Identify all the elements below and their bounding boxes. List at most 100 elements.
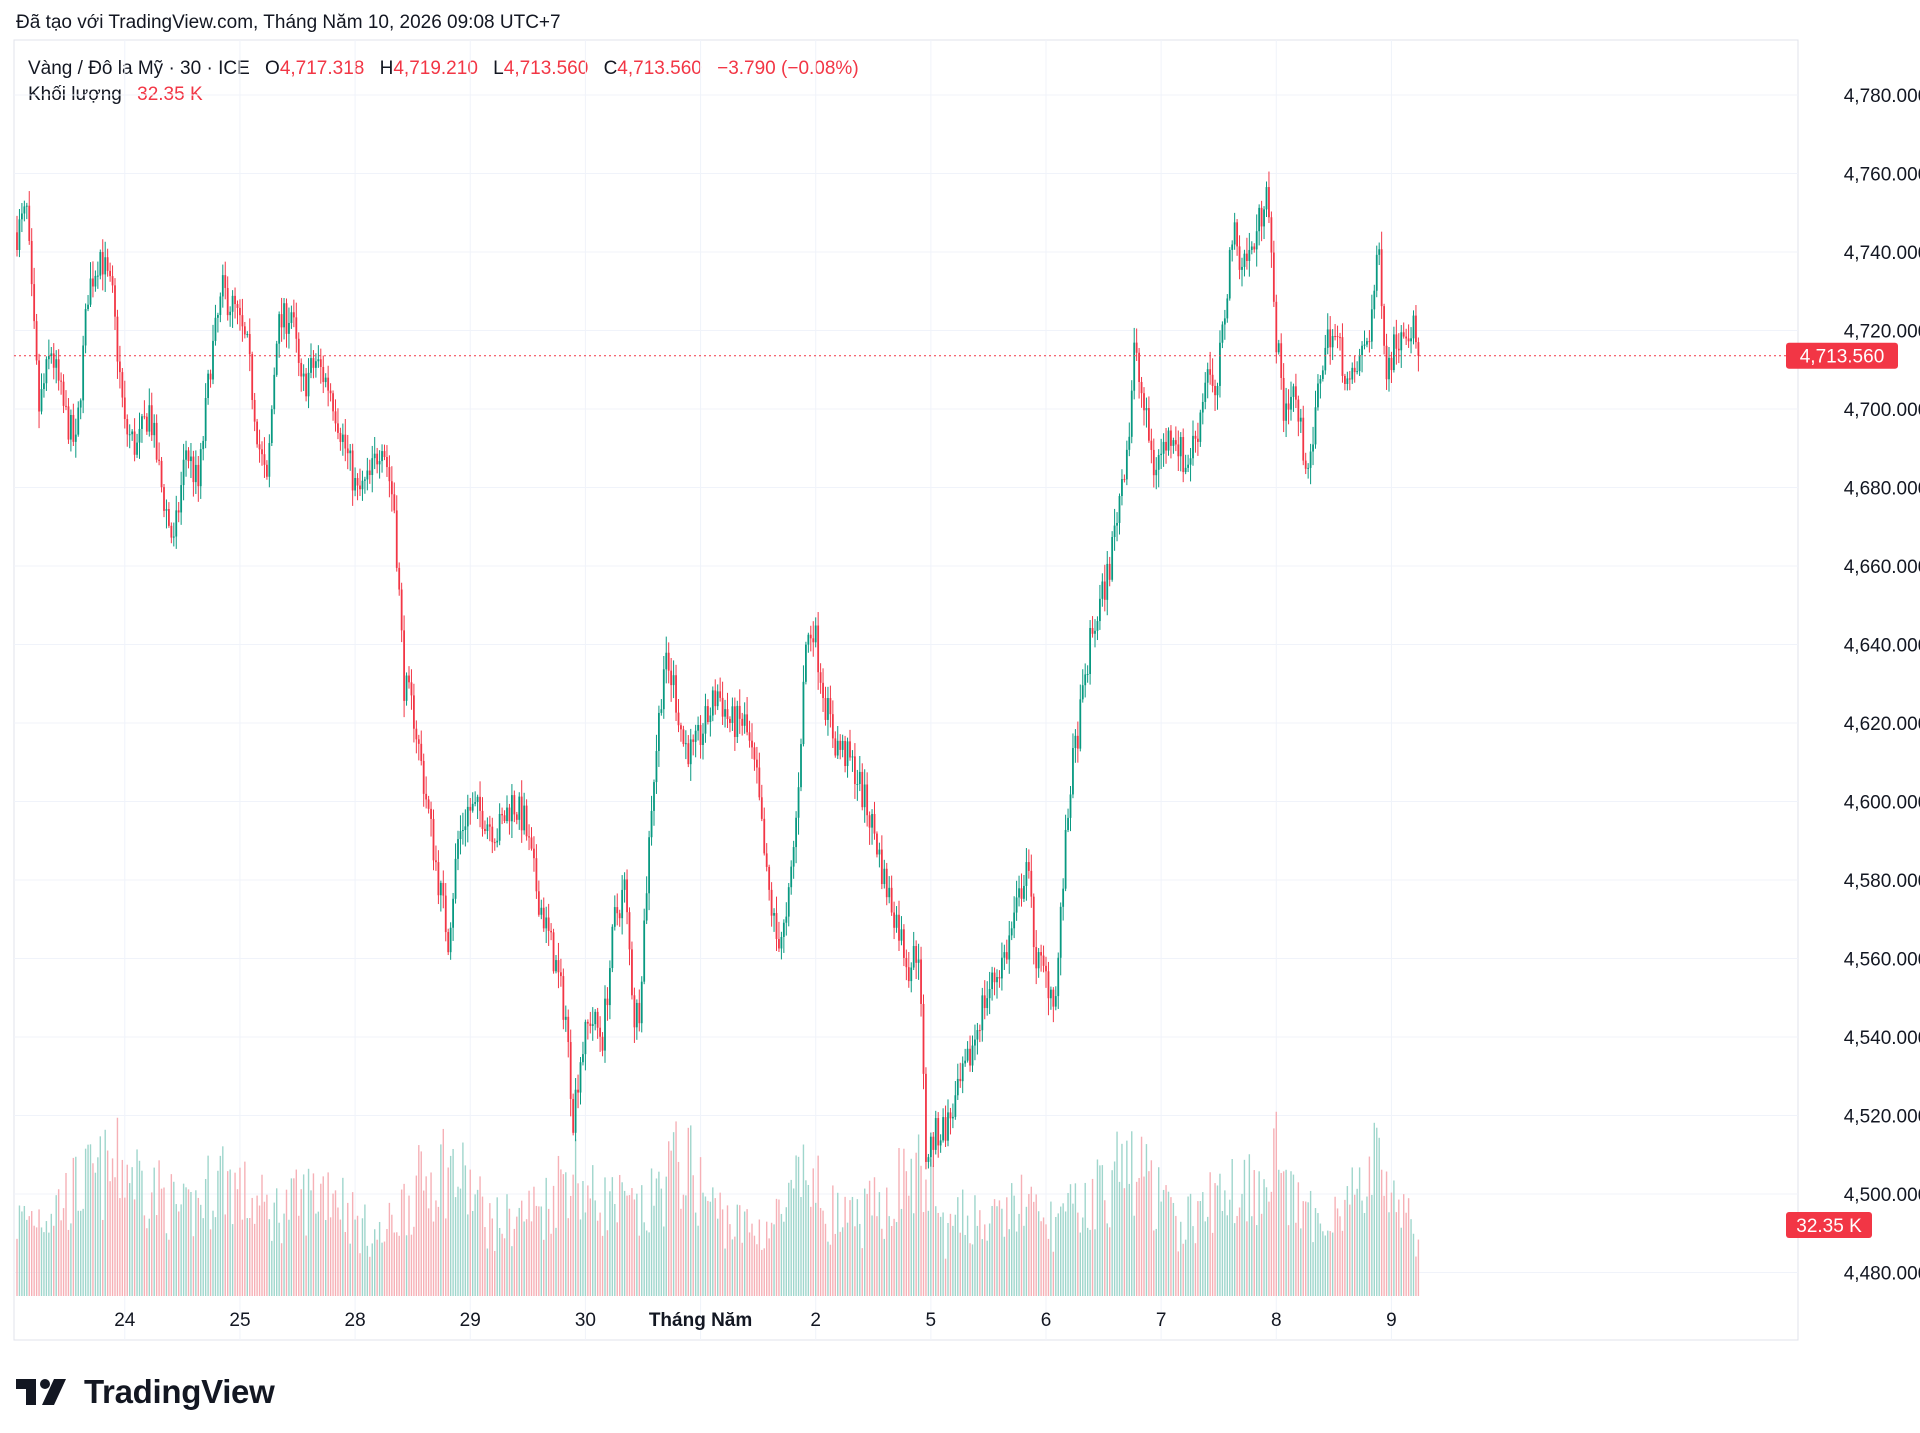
candle-body	[114, 285, 116, 317]
volume-bar	[391, 1214, 393, 1296]
candle-body	[917, 959, 920, 963]
candle-body	[1206, 369, 1209, 383]
volume-bar	[57, 1189, 60, 1296]
volume-bar	[1062, 1203, 1064, 1296]
volume-bar	[454, 1197, 457, 1296]
volume-bar	[141, 1170, 143, 1296]
volume-bar	[1314, 1208, 1317, 1296]
candle-body	[844, 740, 846, 767]
volume-bar	[1265, 1187, 1268, 1296]
volume-bar	[648, 1232, 650, 1296]
volume-bar	[148, 1218, 150, 1296]
volume-bar	[241, 1219, 244, 1296]
volume-bar	[572, 1174, 574, 1296]
volume-bar	[643, 1222, 645, 1296]
candle-body	[116, 316, 119, 362]
tradingview-logo[interactable]: TradingView	[16, 1373, 275, 1410]
candle-body	[1025, 862, 1028, 886]
volume-bar	[1121, 1143, 1123, 1296]
candle-body	[854, 756, 856, 785]
candle-body	[655, 751, 658, 783]
volume-bar	[302, 1174, 305, 1296]
candle-body	[849, 741, 851, 758]
volume-bar	[72, 1157, 75, 1296]
candle-body	[1015, 897, 1018, 913]
volume-bar	[922, 1212, 925, 1296]
candle-body	[812, 638, 815, 643]
volume-bar	[670, 1150, 672, 1296]
volume-bar	[1403, 1194, 1405, 1296]
volume-bar	[1346, 1186, 1349, 1296]
volume-bar	[1067, 1192, 1069, 1296]
candle-body	[1407, 338, 1410, 342]
candle-body	[226, 287, 229, 316]
symbol-title[interactable]: Vàng / Đô la Mỹ · 30 · ICE	[28, 58, 250, 79]
candle-body	[1255, 231, 1258, 250]
y-tick-label: 4,640.000	[1844, 635, 1920, 656]
volume-bar	[1113, 1161, 1116, 1296]
candle-body	[449, 927, 452, 953]
volume-bar	[435, 1200, 437, 1296]
candle-body	[927, 1157, 930, 1162]
volume-bar	[202, 1218, 204, 1296]
candle-body	[214, 317, 217, 341]
volume-bar	[1224, 1190, 1226, 1296]
candle-body	[540, 907, 543, 915]
volume-bar	[1236, 1215, 1238, 1296]
candle-body	[258, 444, 261, 450]
candle-body	[427, 799, 430, 809]
candle-body	[922, 1003, 925, 1074]
candle-body	[1370, 309, 1373, 342]
candle-body	[209, 373, 212, 380]
volume-bar	[398, 1235, 400, 1296]
candle-body	[986, 998, 989, 1008]
volume-bar	[467, 1214, 469, 1296]
volume-bar	[371, 1243, 373, 1296]
candle-body	[361, 480, 364, 490]
volume-bar	[1282, 1171, 1285, 1296]
open-label: O	[265, 58, 280, 79]
candle-body	[1192, 435, 1194, 459]
volume-bar	[1349, 1204, 1351, 1296]
volume-bar	[452, 1148, 454, 1296]
volume-bar	[163, 1187, 165, 1296]
candle-body	[280, 314, 283, 328]
volume-bar	[1140, 1136, 1143, 1296]
volume-bar	[714, 1198, 716, 1296]
candle-body	[207, 373, 209, 399]
candle-body	[1339, 337, 1341, 339]
candle-body	[638, 1002, 641, 1024]
candle-body	[613, 907, 616, 927]
volume-bar	[312, 1173, 315, 1296]
y-tick-label: 4,680.000	[1844, 478, 1920, 499]
candle-body	[136, 442, 138, 455]
volume-bar	[472, 1211, 474, 1296]
candle-body	[885, 868, 888, 898]
volume-bar	[748, 1232, 751, 1296]
volume-bar	[1150, 1160, 1153, 1296]
volume-bar	[1057, 1213, 1059, 1296]
candle-body	[498, 813, 501, 841]
candle-body	[312, 358, 315, 368]
volume-bar	[1050, 1201, 1052, 1296]
volume-bar	[418, 1145, 420, 1296]
candle-body	[787, 887, 790, 917]
volume-bar	[359, 1253, 361, 1296]
volume-bar	[756, 1244, 758, 1296]
volume-bar	[775, 1198, 778, 1296]
volume-bar	[332, 1193, 334, 1296]
candle-body	[18, 219, 21, 250]
ohlc-row: Vàng / Đô la Mỹ · 30 · ICE O4,717.318 H4…	[28, 56, 859, 82]
volume-bar	[1094, 1229, 1096, 1296]
volume-bar	[1060, 1206, 1062, 1296]
x-tick-label: 8	[1271, 1310, 1282, 1331]
volume-bar	[792, 1188, 795, 1296]
volume-bar	[1013, 1195, 1015, 1296]
candle-body	[1309, 451, 1312, 468]
candle-body	[601, 1036, 604, 1051]
candle-body	[1236, 222, 1238, 247]
candle-body	[675, 675, 677, 713]
volume-bar	[724, 1248, 726, 1296]
volume-bar	[770, 1222, 773, 1296]
